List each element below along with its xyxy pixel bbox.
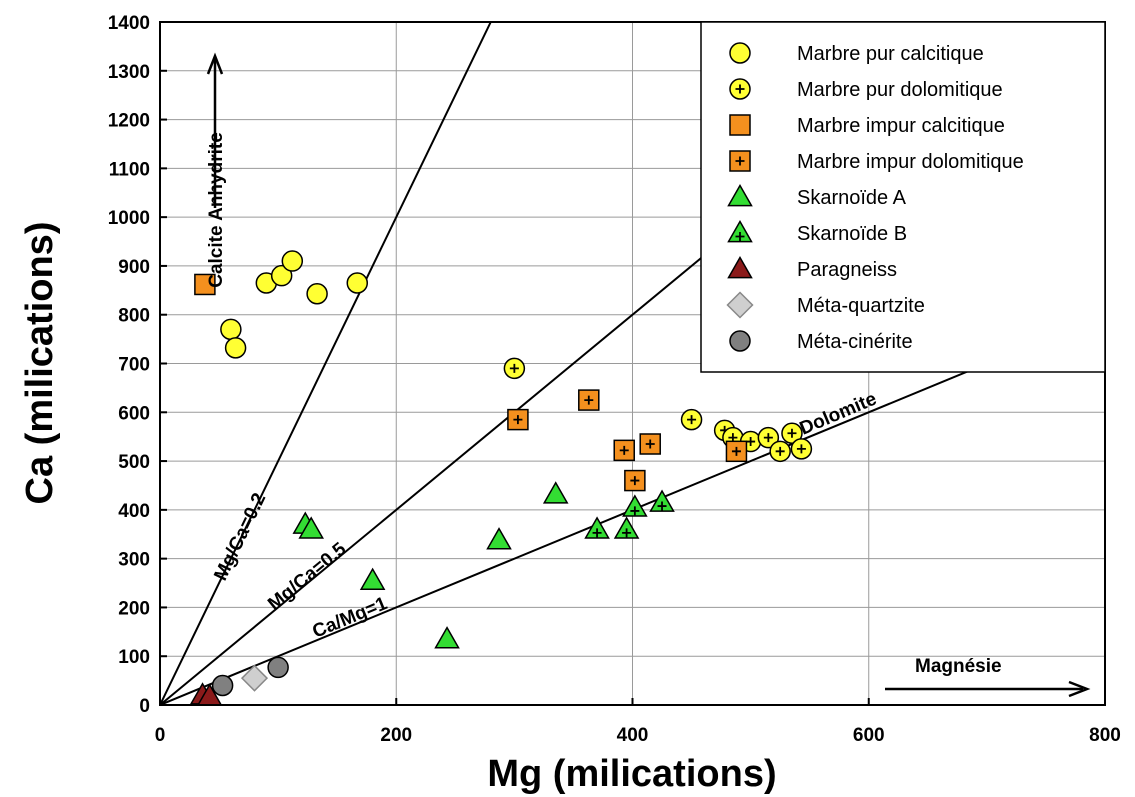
point-s3-4 (624, 469, 646, 492)
y-tick-label-2: 200 (118, 598, 150, 619)
point-s8-0 (211, 674, 234, 697)
legend-marker-4 (727, 183, 753, 207)
legend: Marbre pur calcitique Marbre pur dolomiti… (700, 21, 1106, 373)
y-tick-label-1: 100 (118, 647, 150, 668)
ref-line-label-2: Ca/Mg=1 (310, 593, 391, 643)
legend-label-8: Méta-cinérite (797, 331, 913, 353)
x-tick-label-0: 0 (155, 725, 166, 746)
y-tick-label-0: 0 (139, 696, 150, 717)
data-points (189, 250, 813, 706)
tick-labels: 0 200 400 600 800 0 100 200 300 400 500 600 700 800 90… (108, 13, 1121, 746)
y-tick-label-6: 600 (118, 403, 150, 424)
point-s4-1 (298, 516, 324, 539)
point-s3-2 (613, 439, 635, 462)
point-s5-1 (613, 516, 640, 539)
x-tick-label-3: 600 (853, 725, 885, 746)
point-s0-4 (346, 272, 369, 294)
point-s1-0 (503, 357, 526, 380)
point-s5-2 (622, 494, 648, 517)
point-s0-3 (306, 282, 328, 305)
legend-marker-8 (729, 330, 751, 352)
point-s1-1 (680, 408, 703, 431)
calcite-annotation: Calcite Anhydrite (206, 132, 227, 288)
magnesie-annotation: Magnésie (915, 656, 1002, 677)
ref-line-0 (160, 22, 492, 705)
legend-marker-5 (727, 219, 753, 243)
y-tick-label-8: 800 (118, 306, 150, 327)
legend-marker-3 (729, 150, 751, 172)
y-tick-label-3: 300 (118, 550, 150, 571)
y-tick-label-14: 1400 (108, 13, 150, 34)
point-s4-4 (486, 527, 512, 550)
point-s2-0 (194, 273, 216, 296)
point-s3-0 (507, 408, 529, 431)
legend-label-6: Paragneiss (797, 259, 897, 281)
y-tick-label-7: 700 (118, 355, 150, 376)
point-s1-7 (781, 422, 803, 445)
y-tick-label-10: 1000 (108, 208, 150, 229)
x-axis-title: Mg (milications) (487, 753, 776, 795)
point-s4-2 (359, 567, 386, 590)
dolomite-label: Dolomite (797, 389, 880, 440)
ref-line-label-0: Mg/Ca=0.2 (210, 490, 270, 584)
legend-box (700, 21, 1106, 373)
legend-marker-2 (729, 114, 751, 136)
point-s3-1 (578, 389, 600, 411)
legend-label-2: Marbre impur calcitique (797, 115, 1005, 137)
y-tick-label-13: 1300 (108, 62, 150, 83)
y-axis-title: Ca (milications) (19, 222, 61, 505)
legend-label-3: Marbre impur dolomitique (797, 151, 1024, 173)
point-s0-5 (220, 318, 242, 341)
point-s4-5 (542, 481, 569, 504)
ref-line-label-1: Mg/Ca=0.5 (264, 538, 351, 615)
legend-label-1: Marbre pur dolomitique (797, 79, 1003, 101)
point-s5-0 (584, 516, 610, 539)
y-tick-label-12: 1200 (108, 111, 150, 132)
point-s0-1 (270, 264, 293, 287)
x-tick-label-1: 200 (380, 725, 412, 746)
x-tick-label-4: 800 (1089, 725, 1121, 746)
legend-label-5: Skarnoïde B (797, 223, 907, 245)
legend-label-0: Marbre pur calcitique (797, 43, 984, 65)
magnesie-arrowhead (1068, 680, 1091, 698)
legend-marker-1 (729, 78, 751, 100)
point-s1-8 (790, 438, 813, 460)
point-s7-0 (240, 664, 269, 692)
y-tick-label-11: 1100 (109, 159, 150, 180)
legend-marker-6 (727, 255, 753, 279)
y-tick-label-5: 500 (118, 452, 150, 473)
x-tick-label-2: 400 (617, 725, 649, 746)
legend-label-7: Méta-quartzite (797, 295, 925, 317)
y-tick-label-9: 900 (118, 257, 150, 278)
point-s3-5 (725, 440, 748, 463)
legend-label-4: Skarnoïde A (797, 187, 907, 209)
point-s1-5 (757, 426, 780, 449)
legend-marker-0 (729, 42, 751, 64)
point-s8-1 (267, 656, 289, 679)
y-tick-label-4: 400 (118, 501, 150, 522)
point-s1-6 (769, 440, 791, 463)
point-s0-6 (224, 337, 247, 359)
point-s3-3 (639, 433, 661, 455)
calcite-arrowhead (206, 52, 224, 75)
legend-marker-7 (726, 291, 754, 319)
point-s5-3 (649, 489, 675, 512)
point-s0-2 (281, 250, 304, 272)
point-s4-3 (434, 626, 460, 649)
